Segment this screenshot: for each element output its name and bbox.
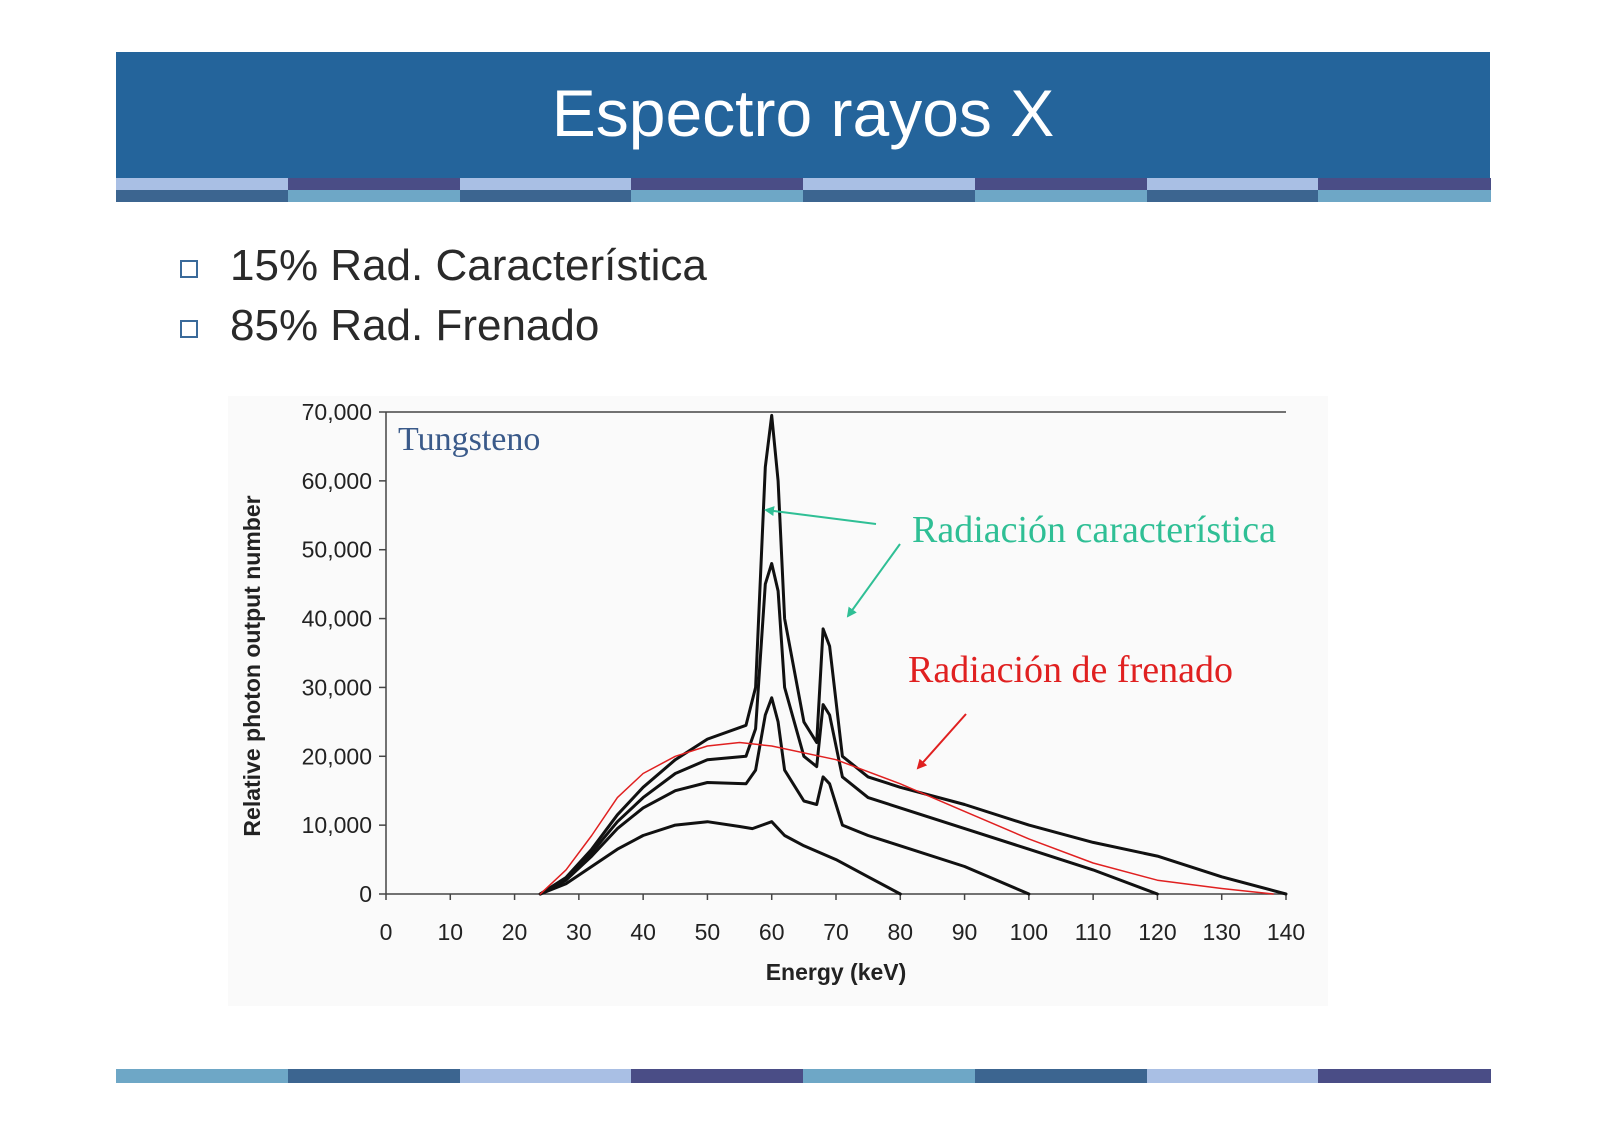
x-tick-group: 0 10 20 30 40 50 60 70 80 90 100 110 120 130 140 (380, 894, 1305, 945)
x-tick-label: 90 (952, 919, 978, 945)
y-tick-group: 0 10,000 20,000 30,000 40,000 50,000 60,000 70,… (302, 399, 386, 907)
slide-header: Espectro rayos X (116, 52, 1490, 178)
arrow-to-k-alpha-peak (764, 506, 877, 525)
strip-segment (287, 178, 460, 202)
x-tick-label: 100 (1010, 919, 1048, 945)
strip-segment-lower (631, 190, 804, 202)
strip-segment-lower (974, 190, 1147, 202)
strip-segment-upper (1146, 178, 1319, 190)
strip-segment-upper (803, 178, 976, 190)
decorative-strip-top (116, 178, 1491, 202)
annotation-caracteristica: Radiación característica (912, 509, 1276, 551)
strip-segment (116, 178, 289, 202)
strip-segment (803, 1069, 976, 1083)
square-bullet-icon (180, 320, 198, 338)
bullet-text: 85% Rad. Frenado (230, 301, 600, 350)
xray-spectrum-chart: 0 10,000 20,000 30,000 40,000 50,000 60,000 70,… (228, 396, 1328, 1006)
x-tick-label: 0 (380, 919, 393, 945)
y-tick-label: 0 (359, 881, 372, 907)
bullet-text: 15% Rad. Característica (230, 241, 707, 290)
x-tick-label: 40 (630, 919, 656, 945)
y-tick-label: 50,000 (302, 537, 372, 563)
x-tick-label: 10 (437, 919, 463, 945)
strip-segment (1318, 178, 1491, 202)
bullet-item: 85% Rad. Frenado (180, 296, 707, 356)
decorative-strip-bottom (116, 1069, 1491, 1083)
strip-segment-upper (631, 178, 804, 190)
strip-segment-lower (1146, 190, 1319, 202)
x-tick-label: 50 (695, 919, 721, 945)
x-tick-label: 120 (1138, 919, 1176, 945)
strip-segment-upper (1318, 178, 1491, 190)
strip-segment (116, 1069, 289, 1083)
x-tick-label: 80 (887, 919, 913, 945)
slide-title: Espectro rayos X (551, 76, 1055, 150)
x-tick-label: 140 (1267, 919, 1305, 945)
x-tick-label: 110 (1075, 919, 1112, 945)
spectrum-series-line-2 (538, 696, 1031, 896)
x-tick-label: 20 (502, 919, 528, 945)
x-tick-label: 30 (566, 919, 592, 945)
y-tick-label: 10,000 (302, 812, 372, 838)
strip-segment-lower (287, 190, 460, 202)
square-bullet-icon (180, 260, 198, 278)
strip-segment-upper (116, 178, 289, 190)
strip-segment (631, 178, 804, 202)
series-group (538, 413, 1288, 896)
x-tick-label: 130 (1203, 919, 1241, 945)
y-tick-label: 40,000 (302, 606, 372, 632)
annotation-frenado: Radiación de frenado (908, 649, 1233, 691)
arrow-to-k-beta-peak (846, 543, 901, 618)
strip-segment (631, 1069, 804, 1083)
strip-segment-upper (287, 178, 460, 190)
y-axis-title: Relative photon output number (239, 495, 265, 836)
strip-segment-lower (116, 190, 289, 202)
strip-segment (1318, 1069, 1491, 1083)
bullet-item: 15% Rad. Característica (180, 236, 707, 296)
strip-segment-upper (974, 178, 1147, 190)
x-tick-label: 70 (823, 919, 849, 945)
spectrum-series-line-5 (539, 741, 1274, 895)
strip-segment-lower (803, 190, 976, 202)
strip-segment (459, 1069, 632, 1083)
x-tick-label: 60 (759, 919, 785, 945)
strip-segment (459, 178, 632, 202)
strip-segment-lower (1318, 190, 1491, 202)
strip-segment-upper (459, 178, 632, 190)
y-tick-label: 20,000 (302, 743, 372, 769)
strip-segment (803, 178, 976, 202)
spectrum-series-line-3 (538, 562, 1159, 896)
arrow-to-bremsstrahlung (916, 713, 967, 770)
strip-segment (1146, 1069, 1319, 1083)
y-tick-label: 30,000 (302, 674, 372, 700)
spectrum-series-line-4 (538, 413, 1288, 896)
strip-segment (974, 1069, 1147, 1083)
y-tick-label: 70,000 (302, 399, 372, 425)
y-tick-label: 60,000 (302, 468, 372, 494)
strip-segment (974, 178, 1147, 202)
annotation-tungsteno: Tungsteno (398, 421, 540, 458)
spectrum-series-line-1 (538, 820, 902, 896)
bullet-list: 15% Rad. Característica 85% Rad. Frenado (180, 236, 707, 356)
x-axis-title: Energy (keV) (766, 959, 907, 985)
strip-segment-lower (459, 190, 632, 202)
strip-segment (287, 1069, 460, 1083)
strip-segment (1146, 178, 1319, 202)
